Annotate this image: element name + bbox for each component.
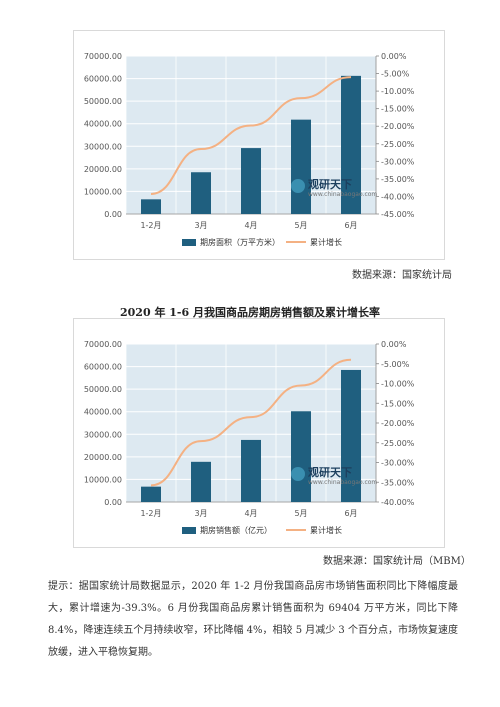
x-tick-label: 4月 <box>244 509 257 518</box>
y-left-tick-label: 0.00 <box>104 210 122 219</box>
bar <box>191 172 211 214</box>
x-tick-label: 6月 <box>344 509 357 518</box>
y-right-tick-label: -30.00% <box>381 459 415 468</box>
y-right-tick-label: -5.00% <box>381 70 410 79</box>
y-left-tick-label: 30000.00 <box>84 430 122 439</box>
legend-line-label: 累计增长 <box>310 525 342 535</box>
analysis-note: 提示：据国家统计局数据显示，2020 年 1-2 月份我国商品房市场销售面积同比… <box>48 581 458 658</box>
y-left-tick-label: 50000.00 <box>84 385 122 394</box>
y-right-tick-label: -40.00% <box>381 498 415 507</box>
x-tick-label: 6月 <box>344 221 357 230</box>
y-left-tick-label: 10000.00 <box>84 187 122 196</box>
watermark-url: www.chinabaogao.com <box>308 479 377 486</box>
chart-area-2: 0.00 10000.00 20000.00 30000.00 40000.00 5000… <box>73 318 445 548</box>
y-left-tick-label: 70000.00 <box>84 52 122 61</box>
watermark-text: 观研天下 <box>308 466 352 479</box>
y-right-tick-label: -10.00% <box>381 380 415 389</box>
y-right-tick-label: -30.00% <box>381 157 415 166</box>
source-note-1: 数据来源：国家统计局 <box>352 270 452 281</box>
y-right-tick-label: -20.00% <box>381 122 415 131</box>
y-left-tick-label: 30000.00 <box>84 142 122 151</box>
chart-svg-2: 0.00 10000.00 20000.00 30000.00 40000.00 5000… <box>84 340 415 535</box>
x-tick-label: 1-2月 <box>140 221 161 230</box>
bar <box>191 461 211 502</box>
bar <box>341 369 361 502</box>
y-left-tick-label: 60000.00 <box>84 75 122 84</box>
bar <box>341 75 361 214</box>
y-right-tick-label: -20.00% <box>381 419 415 428</box>
y-left-tick-label: 50000.00 <box>84 97 122 106</box>
y-left-tick-label: 0.00 <box>104 498 122 507</box>
x-tick-label: 3月 <box>194 221 207 230</box>
y-right-tick-label: -5.00% <box>381 360 410 369</box>
legend-bar-swatch <box>182 527 196 534</box>
growth-line <box>150 76 352 195</box>
legend-bar-label: 期房面积（万平方米） <box>200 237 280 247</box>
chart-area-1: 0.00 10000.00 20000.00 30000.00 40000.00 5000… <box>73 30 445 260</box>
watermark-url: www.chinabaogao.com <box>308 191 377 198</box>
y-right-tick-label: -35.00% <box>381 175 415 184</box>
y-left-tick-label: 10000.00 <box>84 475 122 484</box>
y-right-tick-label: -15.00% <box>381 105 415 114</box>
y-left-tick-label: 40000.00 <box>84 120 122 129</box>
legend-bar-swatch <box>182 239 196 246</box>
x-tick-label: 5月 <box>294 221 307 230</box>
chart-title-2: 2020 年 1-6 月我国商品房期房销售额及累计增长率 <box>120 306 380 319</box>
bar <box>291 119 311 214</box>
y-right-tick-label: -45.00% <box>381 210 415 219</box>
growth-line <box>150 358 352 487</box>
watermark-logo-icon <box>291 179 305 193</box>
watermark-text: 观研天下 <box>308 178 352 191</box>
y-left-tick-label: 20000.00 <box>84 453 122 462</box>
bar <box>241 148 261 214</box>
y-right-tick-label: -40.00% <box>381 192 415 201</box>
y-right-tick-label: -10.00% <box>381 87 415 96</box>
y-left-tick-label: 40000.00 <box>84 408 122 417</box>
x-tick-label: 5月 <box>294 509 307 518</box>
chart-svg-1: 0.00 10000.00 20000.00 30000.00 40000.00 5000… <box>84 52 415 247</box>
y-left-tick-label: 70000.00 <box>84 340 122 349</box>
y-right-tick-label: -25.00% <box>381 439 415 448</box>
bar <box>141 199 161 214</box>
bar <box>291 411 311 502</box>
y-right-tick-label: -35.00% <box>381 478 415 487</box>
y-right-tick-label: -15.00% <box>381 399 415 408</box>
y-left-tick-label: 60000.00 <box>84 363 122 372</box>
x-tick-label: 4月 <box>244 221 257 230</box>
x-tick-label: 3月 <box>194 509 207 518</box>
y-right-tick-label: 0.00% <box>381 340 407 349</box>
legend-line-label: 累计增长 <box>310 237 342 247</box>
x-tick-label: 1-2月 <box>140 509 161 518</box>
bar <box>241 439 261 502</box>
watermark-logo-icon <box>291 467 305 481</box>
y-left-tick-label: 20000.00 <box>84 165 122 174</box>
source-note-2: 数据来源：国家统计局（MBM） <box>323 556 471 567</box>
y-right-tick-label: -25.00% <box>381 140 415 149</box>
y-right-tick-label: 0.00% <box>381 52 407 61</box>
bar <box>141 486 161 502</box>
legend-bar-label: 期房销售额（亿元） <box>200 525 272 535</box>
